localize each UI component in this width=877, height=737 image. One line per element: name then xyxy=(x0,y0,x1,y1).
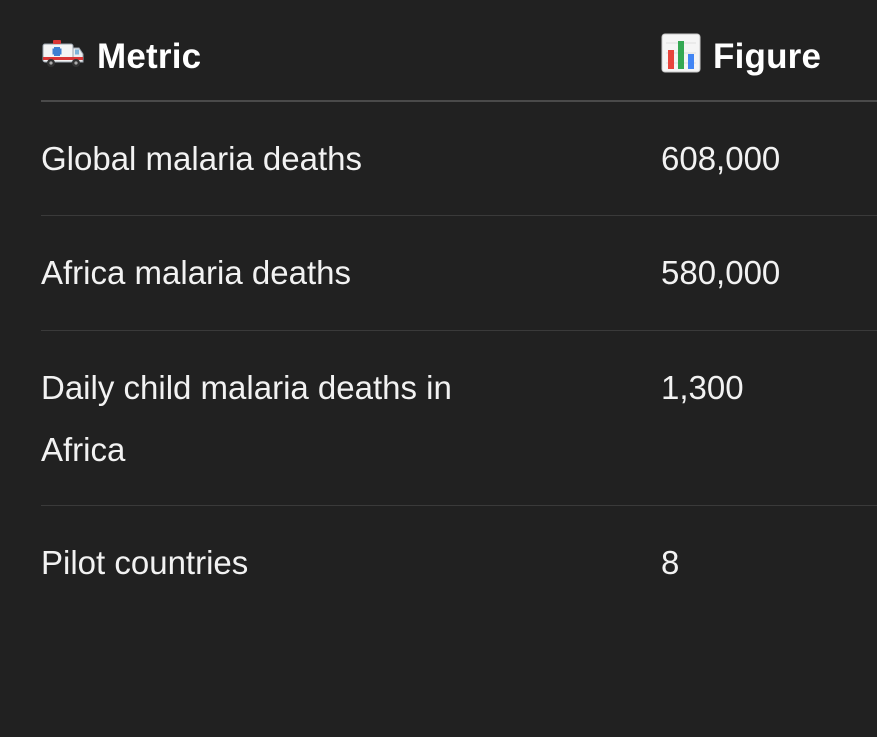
metric-text: Daily child malaria deaths in Africa xyxy=(41,369,452,468)
header-figure-label: Figure xyxy=(713,37,822,76)
metric-text: Pilot countries xyxy=(41,544,249,581)
figure-cell: 8 xyxy=(661,544,680,581)
metric-text: Global malaria deaths xyxy=(41,140,363,177)
table-row: Africa malaria deaths 580,000 xyxy=(41,216,877,331)
table-row: Daily child malaria deaths in Africa 1,3… xyxy=(41,331,877,506)
ambulance-icon xyxy=(41,36,85,79)
figure-cell: 1,300 xyxy=(661,369,744,406)
data-table: Metric Figure Global malaria deaths 608,… xyxy=(41,0,877,626)
metric-cell: Africa malaria deaths xyxy=(41,242,661,330)
metric-cell: Daily child malaria deaths in Africa xyxy=(41,357,661,505)
header-figure: Figure xyxy=(661,33,877,82)
metric-cell: Pilot countries xyxy=(41,532,661,626)
figure-cell: 608,000 xyxy=(661,140,781,177)
metric-cell: Global malaria deaths xyxy=(41,128,661,215)
table-header-row: Metric Figure xyxy=(41,0,877,102)
bar-chart-icon xyxy=(661,33,701,82)
header-metric-label: Metric xyxy=(97,37,202,76)
header-metric: Metric xyxy=(41,36,661,79)
table-row: Global malaria deaths 608,000 xyxy=(41,102,877,216)
metric-text: Africa malaria deaths xyxy=(41,254,351,291)
table-row: Pilot countries 8 xyxy=(41,506,877,626)
figure-cell: 580,000 xyxy=(661,254,781,291)
